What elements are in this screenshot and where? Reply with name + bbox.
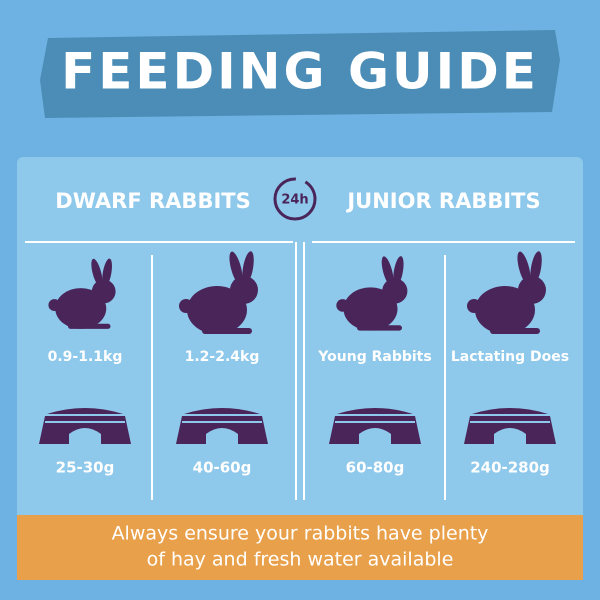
- rabbit-part: [467, 299, 481, 313]
- bowl-part: [184, 408, 260, 414]
- section-title: DWARF RABBITS: [55, 189, 250, 213]
- rabbit-part: [68, 323, 111, 329]
- rabbit-part: [517, 251, 531, 285]
- bowl-icon: [39, 408, 131, 444]
- weight-label: Lactating Does: [451, 349, 569, 365]
- rabbit-part: [336, 299, 349, 312]
- amount-label: 240-280g: [470, 459, 550, 477]
- rabbit-part: [202, 328, 252, 334]
- amount-label: 60-80g: [346, 459, 405, 477]
- rabbit-part: [518, 276, 546, 304]
- weight-label: Young Rabbits: [317, 349, 431, 365]
- rabbit-part: [393, 256, 404, 287]
- bowl-icon: [176, 408, 268, 444]
- rabbit-part: [475, 286, 535, 334]
- rabbit-icon: [179, 251, 258, 334]
- rabbit-icon: [336, 256, 408, 331]
- bowl-part: [47, 408, 123, 414]
- rabbit-part: [55, 288, 107, 329]
- footer-band: [17, 515, 583, 580]
- columns: 0.9-1.1kg 25-30g 1.2-2.4kg 40-60g Young Rabb…: [39, 251, 569, 477]
- badge: 24h: [281, 193, 308, 208]
- bowl-part: [337, 408, 413, 414]
- rabbit-part: [490, 328, 540, 334]
- rabbit-icon: [48, 258, 116, 329]
- title: FEEDING GUIDE: [61, 43, 539, 101]
- rabbit-part: [91, 258, 103, 287]
- rabbit-part: [357, 325, 402, 331]
- rabbit-part: [242, 251, 254, 285]
- amount-label: 25-30g: [56, 459, 115, 477]
- bowl-icon: [329, 408, 421, 444]
- bowl-part: [472, 408, 548, 414]
- rabbit-part: [102, 258, 112, 288]
- rabbit-part: [91, 279, 116, 304]
- rabbit-part: [48, 299, 61, 312]
- rabbit-part: [179, 299, 193, 313]
- title-banner: [40, 30, 560, 118]
- rabbit-part: [381, 256, 394, 287]
- rabbit-part: [187, 286, 247, 334]
- rabbit-part: [343, 287, 398, 331]
- rabbit-part: [229, 251, 243, 285]
- amount-label: 40-60g: [193, 459, 252, 477]
- weight-label: 0.9-1.1kg: [48, 349, 123, 365]
- rabbit-part: [530, 251, 542, 285]
- rabbit-icon: [467, 251, 546, 334]
- footer-line: of hay and fresh water available: [147, 549, 454, 571]
- rabbit-part: [382, 278, 408, 304]
- badge-ring: [273, 177, 317, 221]
- bowl-icon: [464, 408, 556, 444]
- panel: [17, 157, 583, 580]
- weight-label: 1.2-2.4kg: [185, 349, 260, 365]
- rabbit-part: [230, 276, 258, 304]
- footer-line: Always ensure your rabbits have plenty: [112, 523, 489, 545]
- section-title: JUNIOR RABBITS: [345, 189, 540, 213]
